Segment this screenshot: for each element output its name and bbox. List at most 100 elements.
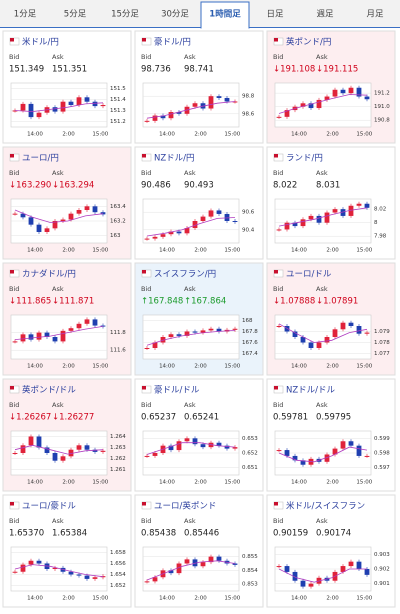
pair-name[interactable]: ユーロ/英ポンド [154,501,216,512]
candle [216,328,222,332]
x-tick-label: 15:00 [356,132,372,138]
pair-name[interactable]: ユーロ/豪ドル [22,501,76,512]
tab-active-mask [201,27,249,29]
pair-name[interactable]: 英ポンド/ドル [22,385,76,396]
candle [332,209,338,213]
y-tick-label: 1.077 [374,351,390,357]
ask-label: Ask [184,53,196,61]
x-tick-label: 2:00 [62,364,75,370]
y-tick-label: 0.855 [242,554,258,560]
pair-name[interactable]: 英ポンド/円 [286,37,331,48]
x-tick-label: 2:00 [326,480,339,486]
candle [100,325,106,327]
x-tick-label: 14:00 [291,248,307,254]
y-tick-label: 0.853 [242,582,258,588]
x-tick-label: 15:00 [356,364,372,370]
candle [292,222,298,227]
candle [200,562,206,567]
x-tick-label: 14:00 [159,596,175,602]
moving-average [14,209,104,223]
candle [52,453,58,461]
ask-price: ↓191.115 [316,65,358,75]
candle [348,322,354,326]
ask-price: 1.65384 [52,529,87,539]
x-tick-label: 14:00 [159,132,175,138]
y-tick-label: 1.656 [110,561,126,567]
tab[interactable]: 5分足 [64,10,87,20]
x-tick-label: 14:00 [27,364,43,370]
bid-label: Bid [273,285,283,293]
flag-mark [274,154,278,158]
candle [300,219,306,227]
candle [276,566,282,568]
y-tick-label: 190.8 [374,118,390,124]
candle [60,330,66,342]
pair-name[interactable]: 米ドル/スイスフラン [286,501,365,512]
bid-label: Bid [273,401,283,409]
candle [200,444,206,448]
bid-label: Bid [141,53,151,61]
pair-name[interactable]: 豪ドル/円 [154,37,191,48]
bid-label: Bid [141,169,151,177]
candle [200,330,206,333]
y-tick-label: 191.2 [374,91,390,97]
pair-name[interactable]: NZドル/ドル [286,386,336,396]
chart-area [142,198,240,244]
tab[interactable]: 15分足 [111,10,139,20]
y-tick-label: 0.902 [374,567,390,573]
candle [184,559,190,564]
moving-average [278,446,368,463]
y-tick-label: 90.6 [242,210,255,216]
pair-name[interactable]: 豪ドル/ドル [154,385,200,396]
candle [84,575,90,579]
pair-name[interactable]: ランド/円 [286,154,323,164]
x-tick-label: 15:00 [224,248,240,254]
tab[interactable]: 30分足 [161,10,189,20]
x-tick-label: 14:00 [27,596,43,602]
flag-mark [142,38,146,42]
candle [12,341,18,343]
candle [12,110,18,112]
pair-name[interactable]: 米ドル/円 [22,37,59,48]
candle [160,234,166,237]
moving-average [278,207,368,227]
tab[interactable]: 1分足 [14,10,37,20]
y-tick-label: 0.651 [242,465,258,471]
candle [208,210,214,217]
y-tick-label: 1.654 [110,572,126,578]
pair-name[interactable]: カナダドル/円 [22,269,76,280]
candle [308,215,314,220]
x-tick-label: 2:00 [326,596,339,602]
tab[interactable]: 日足 [266,10,284,20]
y-tick-label: 90.4 [242,227,255,233]
pair-name[interactable]: スイスフラン/円 [154,270,216,280]
ask-price: 0.65241 [184,413,219,423]
candle [340,89,346,94]
pair-name[interactable]: ユーロ/ドル [286,270,332,280]
ask-label: Ask [316,401,328,409]
pair-name[interactable]: ユーロ/円 [22,154,59,164]
pair-name[interactable]: NZドル/円 [154,154,195,164]
candle [60,101,66,112]
chart-area [142,314,240,360]
x-tick-label: 15:00 [92,364,108,370]
y-tick-label: 168 [242,318,253,324]
tab[interactable]: 週足 [316,10,334,20]
candle [292,331,298,337]
candle [232,563,238,565]
x-tick-label: 14:00 [291,364,307,370]
tab[interactable]: 月足 [366,10,384,20]
candle [224,97,230,102]
chart-area [10,546,108,592]
candle [364,203,370,208]
candle [100,450,106,452]
candle [300,337,306,343]
candle [76,210,82,214]
x-tick-label: 14:00 [27,248,43,254]
y-tick-label: 1.263 [110,445,126,451]
y-tick-label: 7.98 [374,234,387,240]
candle [152,236,158,239]
moving-average [14,102,104,113]
tab[interactable]: 1時間足 [209,9,241,20]
